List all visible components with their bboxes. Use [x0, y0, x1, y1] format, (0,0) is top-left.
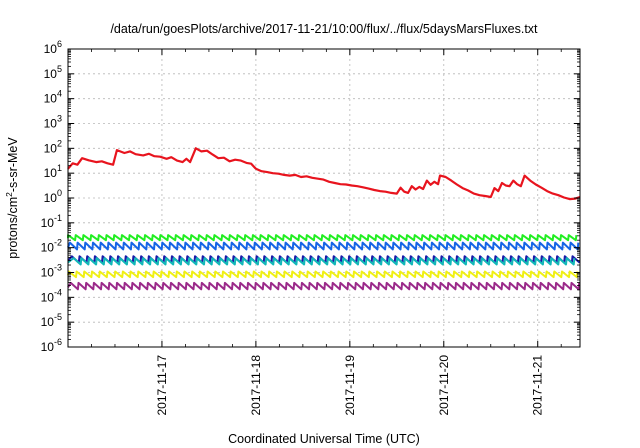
y-tick-exponent: 6 — [57, 39, 62, 49]
y-tick-exponent: 0 — [57, 188, 62, 198]
y-tick-base: 10 — [44, 117, 58, 131]
y-tick-exponent: 3 — [57, 114, 62, 124]
y-tick-label: 10-3 — [41, 263, 62, 280]
x-tick-label: 2017-11-21 — [531, 355, 545, 416]
y-tick-exponent: 2 — [57, 138, 62, 148]
y-tick-base: 10 — [44, 42, 58, 56]
series-line-6 — [67, 270, 579, 279]
y-tick-base: 10 — [44, 166, 58, 180]
y-tick-base: 10 — [41, 340, 55, 354]
y-tick-label: 105 — [44, 64, 62, 81]
y-axis-label-prefix: protons/cm — [6, 197, 20, 259]
y-tick-base: 10 — [44, 191, 58, 205]
x-tick-label: 2017-11-19 — [343, 355, 357, 416]
y-tick-label: 106 — [44, 39, 62, 56]
y-axis-label-superscript: 2 — [4, 192, 14, 197]
y-tick-label: 101 — [44, 163, 62, 180]
y-tick-exponent: -2 — [54, 238, 62, 248]
series-layer — [67, 147, 581, 291]
y-tick-exponent: -3 — [54, 263, 62, 273]
x-tick-label: 2017-11-20 — [437, 355, 451, 416]
y-tick-label: 10-4 — [41, 287, 62, 304]
y-tick-label: 10-6 — [41, 337, 62, 354]
x-tick-label: 2017-11-18 — [249, 355, 263, 416]
y-tick-base: 10 — [44, 92, 58, 106]
y-tick-base: 10 — [41, 290, 55, 304]
y-tick-base: 10 — [44, 67, 58, 81]
series-line-2 — [67, 234, 578, 242]
y-tick-base: 10 — [41, 241, 55, 255]
y-tick-base: 10 — [44, 141, 58, 155]
series-line-1 — [67, 147, 581, 201]
y-axis-label-suffix: -s-sr-MeV — [6, 137, 20, 193]
y-tick-exponent: -6 — [54, 337, 62, 347]
y-tick-exponent: -5 — [54, 312, 62, 322]
y-tick-label: 100 — [44, 188, 62, 205]
y-tick-base: 10 — [41, 216, 55, 230]
chart-title: /data/run/goesPlots/archive/2017-11-21/1… — [110, 22, 538, 36]
y-axis: 10-610-510-410-310-210-11001011021031041… — [41, 39, 580, 354]
series-line-5 — [67, 257, 576, 266]
y-tick-label: 10-2 — [41, 238, 62, 255]
y-tick-exponent: -4 — [54, 287, 62, 297]
y-tick-label: 103 — [44, 114, 62, 131]
x-tick-label: 2017-11-17 — [155, 355, 169, 416]
y-tick-exponent: 4 — [57, 89, 62, 99]
y-tick-exponent: 1 — [57, 163, 62, 173]
series-line-7 — [67, 281, 581, 291]
series-line-3 — [67, 241, 580, 251]
y-tick-exponent: 5 — [57, 64, 62, 74]
x-axis-label: Coordinated Universal Time (UTC) — [228, 432, 420, 446]
y-tick-base: 10 — [41, 266, 55, 280]
y-tick-exponent: -1 — [54, 213, 62, 223]
y-axis-label: protons/cm2-s-sr-MeV — [4, 137, 20, 259]
y-tick-base: 10 — [41, 315, 55, 329]
y-tick-label: 10-5 — [41, 312, 62, 329]
y-tick-label: 104 — [44, 89, 62, 106]
y-tick-label: 102 — [44, 138, 62, 155]
y-tick-label: 10-1 — [41, 213, 62, 230]
x-axis: 2017-11-17 2017-11-18 2017-11-19 2017-11-20… — [91, 49, 562, 416]
